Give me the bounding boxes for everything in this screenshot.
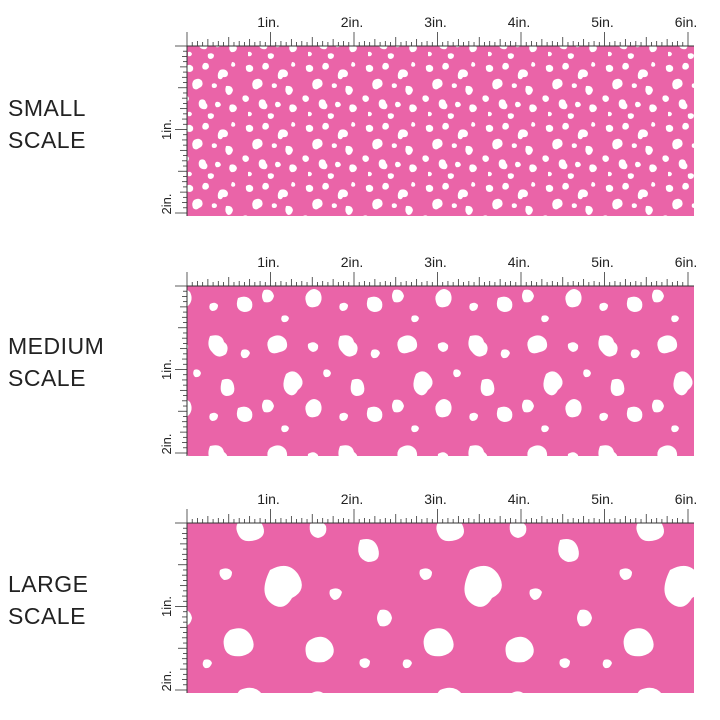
small-ruler-label-2: 2in. [341, 14, 364, 30]
large-ruler-label-2: 2in. [341, 491, 364, 507]
large-vertical-label-1: 1in. [159, 596, 174, 617]
medium-vertical-ruler-ticks [175, 285, 187, 454]
medium-scale-label-line2: SCALE [8, 365, 86, 391]
large-ruler-label-1: 1in. [257, 491, 280, 507]
large-scale-label-line2: SCALE [8, 603, 86, 629]
small-ruler-label-5: 5in. [591, 14, 614, 30]
large-ruler-label-5: 5in. [591, 491, 614, 507]
large-horizontal-ruler-ticks [186, 509, 689, 523]
small-ruler-label-4: 4in. [508, 14, 531, 30]
large-ruler-label-3: 3in. [424, 491, 447, 507]
large-ruler-label-6: 6in. [675, 491, 698, 507]
large-ruler-label-4: 4in. [508, 491, 531, 507]
medium-ruler-label-6: 6in. [675, 254, 698, 270]
small-scale-label: SMALL SCALE [8, 92, 86, 156]
small-scale-label-line2: SCALE [8, 127, 86, 153]
medium-ruler-label-2: 2in. [341, 254, 364, 270]
small-ruler-label-3: 3in. [424, 14, 447, 30]
small-fabric-swatch [187, 46, 694, 216]
large-fabric-swatch [187, 523, 694, 693]
small-ruler-label-6: 6in. [675, 14, 698, 30]
medium-horizontal-ruler-ticks [186, 272, 689, 286]
small-ruler-label-1: 1in. [257, 14, 280, 30]
medium-ruler-label-4: 4in. [508, 254, 531, 270]
medium-ruler-label-5: 5in. [591, 254, 614, 270]
medium-ruler-label-1: 1in. [257, 254, 280, 270]
small-scale-panel: 1in. 2in. 3in. 4in. 5in. 6in. 1in. 2in. [159, 14, 697, 216]
medium-scale-label: MEDIUM SCALE [8, 330, 104, 394]
large-vertical-ruler-ticks [175, 522, 187, 691]
medium-vertical-label-2: 2in. [159, 434, 174, 455]
small-vertical-ruler-ticks [175, 45, 187, 214]
medium-fabric-swatch [187, 286, 694, 456]
medium-scale-label-line1: MEDIUM [8, 333, 105, 359]
medium-scale-panel: 1in. 2in. 3in. 4in. 5in. 6in. 1in. 2in. [159, 254, 697, 456]
large-vertical-label-2: 2in. [159, 671, 174, 692]
small-vertical-label-2: 2in. [159, 194, 174, 215]
large-scale-label: LARGE SCALE [8, 568, 88, 632]
small-horizontal-ruler-ticks [186, 32, 689, 46]
small-scale-label-line1: SMALL [8, 95, 86, 121]
large-scale-label-line1: LARGE [8, 571, 89, 597]
large-scale-panel: 1in. 2in. 3in. 4in. 5in. 6in. 1in. 2in. [159, 491, 697, 693]
medium-vertical-label-1: 1in. [159, 359, 174, 380]
small-vertical-label-1: 1in. [159, 119, 174, 140]
medium-ruler-label-3: 3in. [424, 254, 447, 270]
